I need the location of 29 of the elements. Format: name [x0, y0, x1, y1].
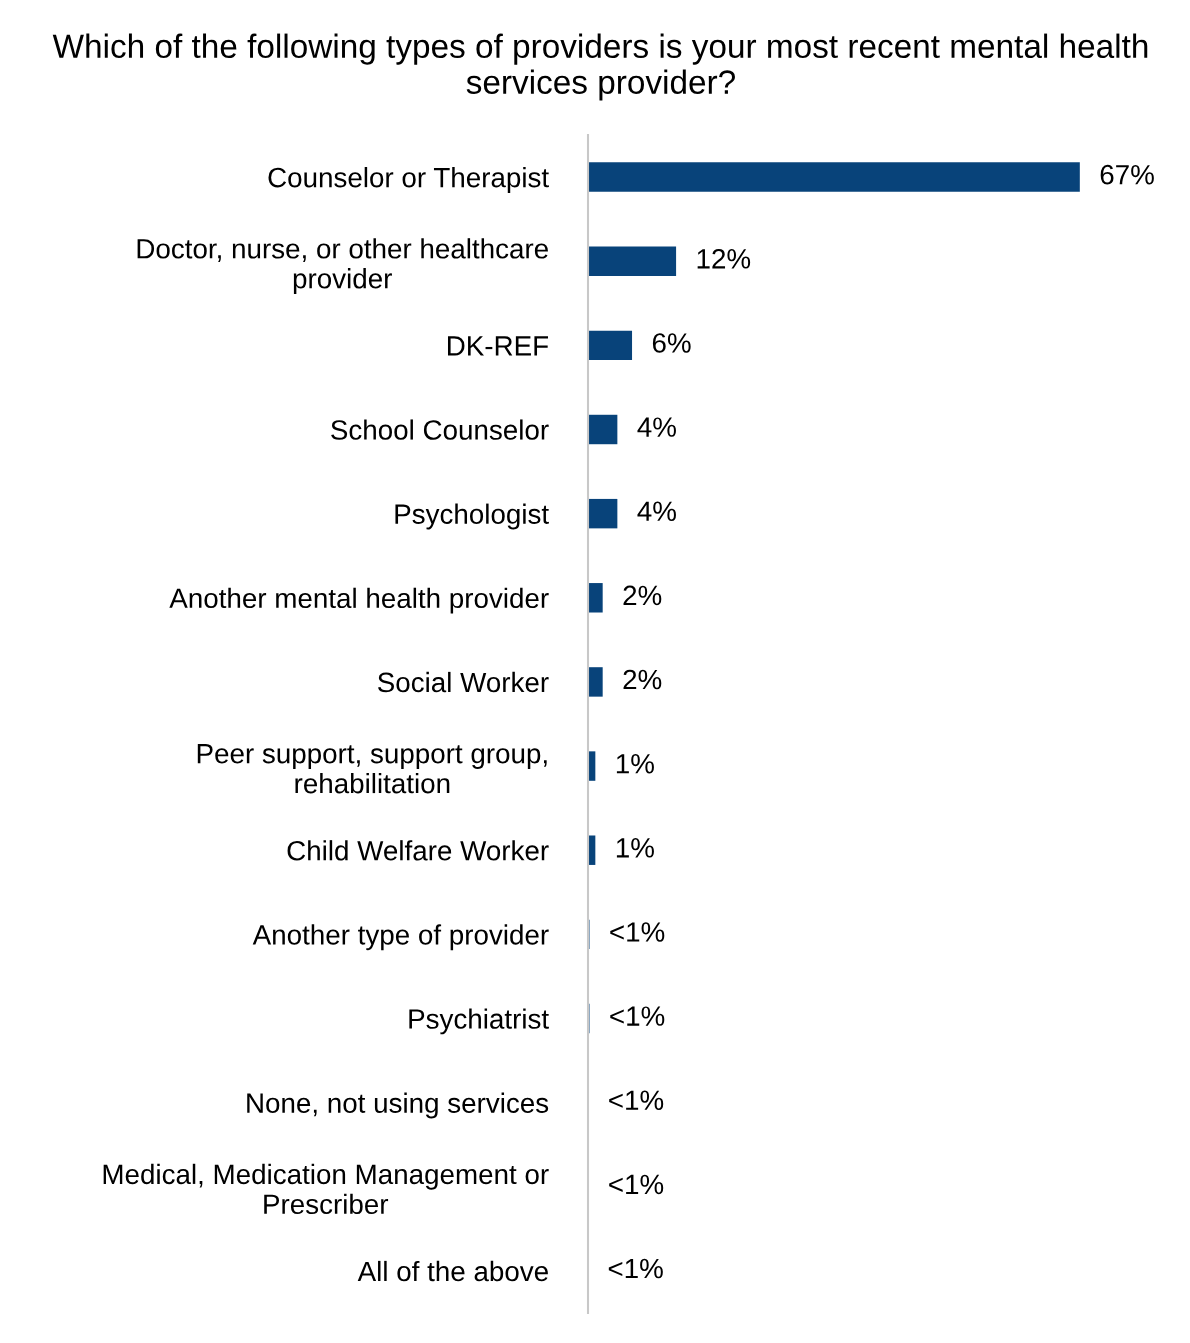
- data-label: 1%: [616, 753, 654, 774]
- y-tick-label: All of the above: [357, 1260, 548, 1282]
- y-tick-label: Another type of provider: [252, 924, 549, 951]
- data-label: <1%: [609, 1090, 664, 1110]
- y-tick-label: Social Worker: [377, 671, 549, 693]
- data-label: 6%: [652, 333, 691, 353]
- y-tick-label: Another mental health provider: [169, 587, 549, 614]
- data-label: 67%: [1100, 164, 1154, 185]
- data-label: <1%: [608, 1258, 663, 1279]
- y-tick-label: Doctor, nurse, or other healthcare provider: [137, 238, 548, 295]
- y-tick-label: Medical, Medication Management or Prescriber: [103, 1163, 549, 1215]
- data-label: <1%: [610, 922, 665, 942]
- data-label: 4%: [637, 501, 676, 521]
- data-label: 12%: [697, 249, 751, 269]
- data-label: <1%: [610, 1006, 665, 1026]
- data-label: 4%: [637, 417, 676, 437]
- y-tick-label: Peer support, support group, rehabilitation: [197, 744, 547, 794]
- data-label: 2%: [623, 669, 662, 690]
- data-label: 1%: [616, 838, 654, 858]
- y-tick-label: None, not using services: [247, 1092, 549, 1119]
- y-tick-label: Child Welfare Worker: [287, 840, 549, 861]
- y-tick-label: School Counselor: [331, 419, 549, 440]
- y-tick-label: Counselor or Therapist: [268, 167, 549, 193]
- data-label: <1%: [609, 1174, 664, 1195]
- chart-title: Which of the following types of providers is your most recent mental health services provider?: [52, 33, 1148, 101]
- y-tick-label: DK-REF: [448, 336, 548, 356]
- y-tick-label: Psychologist: [395, 503, 549, 530]
- data-label: 2%: [623, 585, 662, 606]
- y-tick-label: Psychiatrist: [409, 1008, 549, 1035]
